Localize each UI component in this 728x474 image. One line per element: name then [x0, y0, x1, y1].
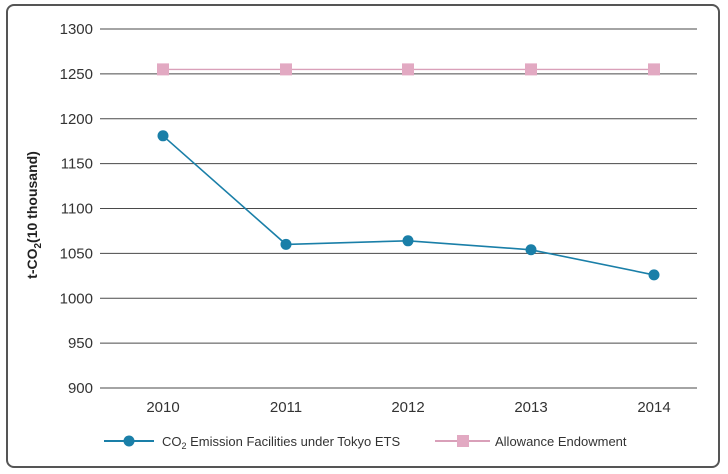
y-tick-labels: 1300 1250 1200 1150 1100 1050 1000 950 900 — [60, 21, 93, 397]
x-tick-labels: 2010 2011 2012 2013 2014 — [146, 399, 670, 416]
legend-label-allowance: Allowance Endowment — [495, 434, 627, 449]
y-tick-label: 1150 — [61, 156, 93, 173]
x-tick-label: 2011 — [270, 399, 302, 416]
data-point-allowance — [402, 63, 414, 76]
y-tick-label: 1200 — [60, 111, 93, 128]
series-line-co2 — [162, 135, 655, 276]
legend-marker-allowance — [457, 435, 469, 447]
legend: CO2 Emission Facilities under Tokyo ETS … — [104, 434, 627, 451]
data-point-allowance — [525, 63, 537, 76]
data-point-allowance — [157, 63, 169, 76]
data-point-co2 — [648, 269, 660, 281]
y-tick-label: 950 — [68, 335, 93, 352]
chart-frame — [6, 4, 720, 468]
data-point-co2 — [402, 235, 414, 247]
series-layer — [157, 63, 660, 281]
y-tick-label: 1250 — [60, 66, 93, 83]
data-point-co2 — [280, 238, 292, 250]
y-tick-label: 1100 — [61, 201, 93, 218]
y-tick-label: 1050 — [60, 245, 93, 262]
data-point-co2 — [525, 244, 537, 256]
legend-marker-co2 — [123, 435, 135, 447]
legend-label-co2: CO2 Emission Facilities under Tokyo ETS — [162, 434, 400, 451]
data-point-co2 — [157, 130, 169, 142]
x-tick-label: 2013 — [514, 399, 547, 416]
x-tick-label: 2012 — [391, 399, 424, 416]
x-tick-label: 2010 — [146, 399, 179, 416]
y-tick-label: 900 — [68, 380, 93, 397]
y-tick-label: 1000 — [60, 290, 93, 307]
data-point-allowance — [280, 63, 292, 76]
y-tick-label: 1300 — [60, 21, 93, 38]
y-axis-label: t-CO2(10 thousand) — [24, 151, 44, 279]
gridlines — [100, 28, 697, 389]
data-point-allowance — [648, 63, 660, 76]
x-tick-label: 2014 — [637, 399, 670, 416]
